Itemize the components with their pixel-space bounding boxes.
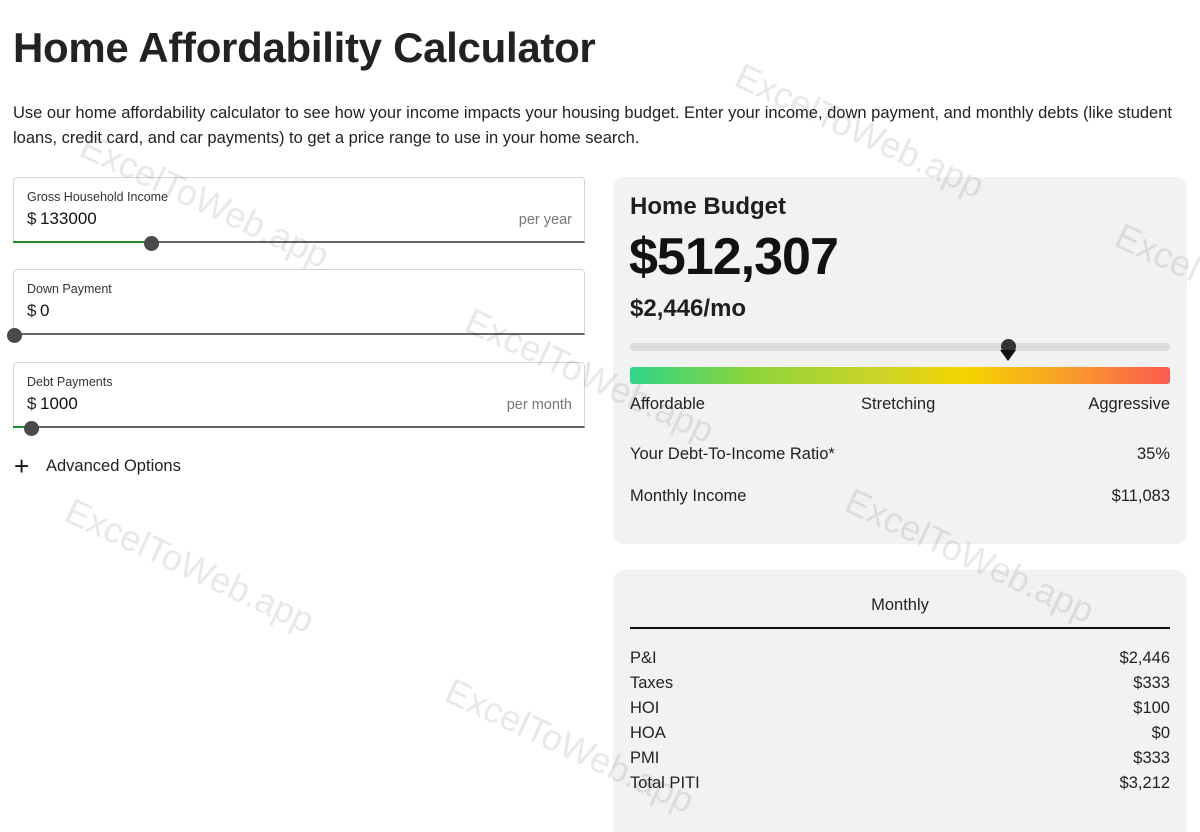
debt-payments-suffix: per month [506,397,572,413]
affordability-meter-track [630,339,1170,361]
dti-label: Your Debt-To-Income Ratio* [630,445,835,463]
breakdown-row: HOA $0 [630,724,1170,749]
income-label: Gross Household Income [27,190,169,204]
down-payment-currency: $ [27,301,37,320]
income-field[interactable]: Gross Household Income $ per year [13,177,585,251]
debt-payments-currency: $ [27,394,37,413]
monthly-breakdown-card: Monthly P&I $2,446 Taxes $333 HOI $100 H… [613,570,1187,832]
affordability-gradient-bar [630,367,1170,384]
breakdown-value: $2,446 [1119,649,1170,667]
income-suffix: per year [518,212,572,228]
breakdown-value: $333 [1133,674,1170,692]
breakdown-row: PMI $333 [630,749,1170,774]
breakdown-row: Taxes $333 [630,674,1170,699]
debt-slider-thumb[interactable] [24,421,39,436]
breakdown-label: HOI [630,699,660,717]
breakdown-row: Total PITI $3,212 [630,774,1170,799]
budget-monthly-payment: $2,446/mo [630,295,747,322]
advanced-options-label: Advanced Options [46,456,181,475]
home-budget-card: Home Budget $512,307 $2,446/mo Affordabl… [613,177,1187,544]
breakdown-value: $100 [1133,699,1170,717]
page-title: Home Affordability Calculator [13,24,596,71]
monthly-income-label: Monthly Income [630,487,747,505]
breakdown-label: PMI [630,749,660,767]
breakdown-label: P&I [630,649,657,667]
income-slider-fill [13,241,150,243]
down-payment-slider-thumb[interactable] [7,328,22,343]
breakdown-label: Total PITI [630,774,700,792]
debt-payments-field[interactable]: Debt Payments $ per month [13,362,585,436]
affordability-pointer-icon [1000,350,1016,361]
income-input[interactable] [40,209,340,229]
scale-affordable: Affordable [630,395,705,413]
intro-text: Use our home affordability calculator to… [13,104,1172,147]
monthly-header: Monthly [871,596,929,614]
breakdown-value: $0 [1151,724,1170,742]
breakdown-value: $3,212 [1119,774,1170,792]
dti-value: 35% [1136,445,1170,463]
watermark: ExcelToWeb.app [59,490,321,642]
breakdown-label: HOA [630,724,666,742]
budget-amount: $512,307 [629,228,839,286]
monthly-divider [630,627,1170,629]
debt-slider-fill [13,426,30,428]
breakdown-row: HOI $100 [630,699,1170,724]
down-payment-field[interactable]: Down Payment $ [7,269,585,343]
scale-stretching: Stretching [861,395,936,413]
income-currency: $ [27,209,37,228]
advanced-options-toggle[interactable]: + Advanced Options [14,451,181,481]
down-payment-input[interactable] [40,301,340,321]
debt-payments-input[interactable] [40,394,340,414]
monthly-income-value: $11,083 [1111,487,1170,505]
plus-icon: + [14,451,30,481]
breakdown-label: Taxes [630,674,674,692]
breakdown-value: $333 [1133,749,1170,767]
breakdown-row: P&I $2,446 [630,649,1170,674]
budget-title: Home Budget [630,193,786,220]
scale-aggressive: Aggressive [1088,395,1170,413]
down-payment-label: Down Payment [27,282,112,296]
debt-payments-label: Debt Payments [27,375,113,389]
income-slider-thumb[interactable] [144,236,159,251]
